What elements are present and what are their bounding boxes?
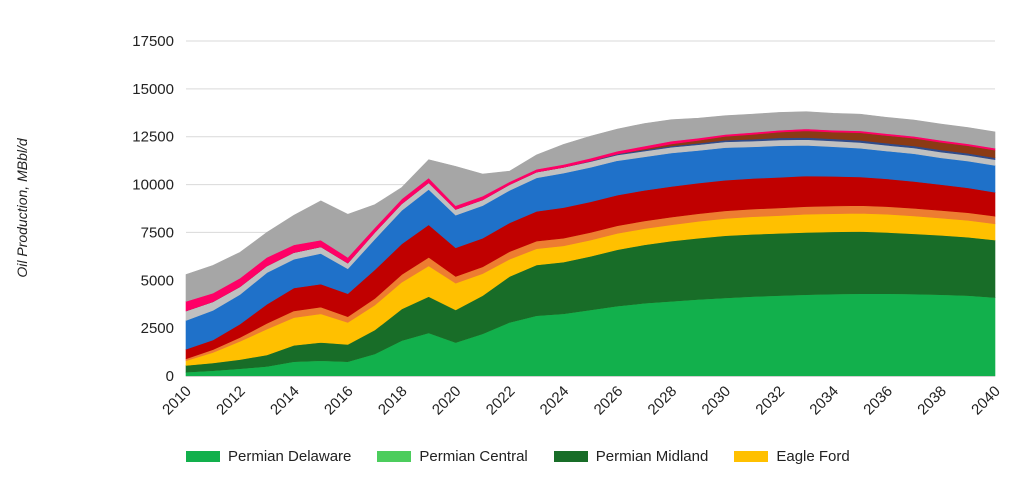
legend: Permian Delaware Permian Central Permian M…: [186, 448, 876, 465]
legend-swatch: [186, 451, 220, 462]
y-tick-label: 17500: [132, 33, 174, 50]
y-tick-labels: 0 2500 5000 7500 10000 12500 15000 17500: [132, 33, 174, 385]
x-tick-label: 2016: [321, 383, 357, 419]
x-tick-label: 2038: [914, 383, 950, 419]
x-tick-label: 2022: [483, 383, 519, 419]
area-other-8: [185, 111, 996, 302]
y-tick-label: 10000: [132, 177, 174, 194]
legend-swatch: [734, 451, 769, 462]
x-tick-label: 2026: [591, 383, 627, 419]
legend-label: Permian Midland: [595, 448, 709, 465]
y-tick-label: 2500: [141, 320, 174, 337]
legend-label: Eagle Ford: [776, 448, 850, 465]
x-tick-label: 2034: [806, 383, 842, 419]
legend-swatch: [377, 451, 412, 462]
legend-label: Permian Delaware: [228, 448, 352, 465]
y-tick-label: 0: [166, 368, 174, 385]
x-tick-label: 2040: [968, 383, 1004, 419]
legend-item: Permian Central: [377, 448, 528, 465]
y-axis-label: Oil Production, MBbl/d: [14, 137, 30, 277]
y-tick-label: 12500: [132, 129, 174, 146]
legend-item: Eagle Ford: [734, 448, 850, 465]
legend-swatch: [553, 451, 588, 462]
x-tick-label: 2024: [537, 383, 573, 419]
x-tick-label: 2032: [752, 383, 788, 419]
x-tick-label: 2014: [267, 383, 303, 419]
legend-item: Permian Midland: [553, 448, 709, 465]
legend-label: Permian Central: [419, 448, 528, 465]
legend-item: Permian Delaware: [186, 448, 351, 465]
x-tick-label: 2018: [375, 383, 411, 419]
x-tick-label: 2010: [159, 383, 195, 419]
x-tick-label: 2012: [213, 383, 249, 419]
y-tick-label: 15000: [132, 81, 174, 98]
y-tick-label: 7500: [141, 224, 174, 241]
x-tick-label: 2020: [429, 383, 465, 419]
x-tick-label: 2030: [699, 383, 735, 419]
x-tick-labels: 2010 2012 2014 2016 2018 2020 2022 2024 2026 2028…: [159, 383, 1004, 419]
y-tick-label: 5000: [141, 272, 174, 289]
x-tick-label: 2028: [645, 383, 681, 419]
x-tick-label: 2036: [860, 383, 896, 419]
stacked-areas: [185, 111, 996, 377]
